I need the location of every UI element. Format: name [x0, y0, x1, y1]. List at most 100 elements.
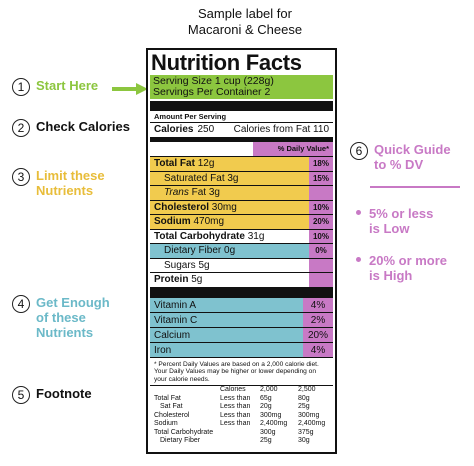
nutrient-row-trans-fat: Trans Fat 3g: [150, 185, 333, 200]
annotation-line: Nutrients: [36, 325, 94, 340]
nutrient-name: Protein: [154, 274, 189, 285]
step-number: 4: [12, 295, 30, 313]
bullet-line: 5% or less: [369, 206, 434, 221]
nutrition-facts-label: Nutrition Facts Serving Size 1 cup (228g…: [146, 48, 337, 454]
nutrient-dv: 10%: [309, 229, 333, 243]
annotation-quick-guide: 6 Quick Guide to % DV: [350, 142, 451, 172]
caption-line-2: Macaroni & Cheese: [187, 22, 303, 37]
table-cell: 2,400mg: [260, 420, 288, 427]
amount-per-serving: Amount Per Serving: [150, 111, 333, 123]
vitamin-dv: 20%: [303, 327, 333, 342]
annotation-line: to % DV: [374, 157, 424, 172]
table-row: Sodium Less than 2,400mg 2,400mg: [154, 420, 329, 429]
annotation-text: Get Enough of these Nutrients: [36, 295, 110, 340]
serving-size: Serving Size 1 cup (228g): [153, 75, 274, 87]
arrow-right-icon: [112, 83, 148, 95]
nutrient-dv: 20%: [309, 215, 333, 229]
table-row: Cholesterol Less than 300mg 300mg: [154, 412, 329, 421]
nutrient-dv: 15%: [309, 171, 333, 185]
table-row: Total Carbohydrate 300g 375g: [154, 429, 329, 438]
nutrient-name: Sugars: [164, 259, 196, 271]
caption-line-1: Sample label for: [198, 6, 292, 21]
table-cell: 300mg: [260, 411, 282, 419]
daily-values-table: Calories 2,000 2,500 Total Fat Less than…: [150, 385, 333, 446]
nutrient-name: Sodium: [154, 216, 191, 227]
table-cell: 80g: [298, 394, 310, 402]
bullet-dot-icon: [356, 210, 361, 216]
table-cell: Total Carbohydrate: [154, 428, 214, 436]
step-number: 3: [12, 168, 30, 186]
table-cell: 25g: [260, 437, 272, 444]
step-number: 6: [350, 142, 368, 160]
label-title: Nutrition Facts: [151, 50, 302, 75]
table-cell: 30g: [298, 437, 310, 444]
calories-label: Calories: [154, 124, 194, 135]
guide-bullet-low: 5% or less is Low: [356, 206, 433, 236]
bullet-dot-icon: [356, 257, 361, 263]
table-row: Sat Fat Less than 20g 25g: [154, 403, 329, 412]
table-cell: Less than: [220, 411, 251, 419]
vitamin-dv: 2%: [303, 312, 333, 327]
annotation-text: Quick Guide to % DV: [374, 142, 451, 172]
table-cell: 2,000: [260, 386, 278, 393]
guide-divider: [370, 186, 460, 188]
table-cell: 65g: [260, 394, 272, 402]
table-cell: Sodium: [154, 420, 178, 427]
annotation-line: Quick Guide: [374, 142, 451, 157]
nutrient-dv: 10%: [309, 200, 333, 214]
bullet-line: is High: [369, 268, 413, 283]
table-cell: Calories: [220, 386, 246, 393]
vitamin-row-c: Vitamin C 2%: [150, 311, 333, 327]
guide-bullet-high: 20% or more is High: [356, 253, 447, 283]
annotation-line: Nutrients: [36, 183, 94, 198]
nutrient-row-sugars: Sugars 5g: [150, 257, 333, 272]
table-cell: Sat Fat: [160, 403, 183, 410]
daily-value-heading: % Daily Value*: [253, 142, 333, 156]
calories-value: 250: [197, 124, 215, 135]
nutrient-amount: 12g: [197, 158, 215, 169]
vitamin-row-a: Vitamin A 4%: [150, 296, 333, 312]
calories-row: Calories 250 Calories from Fat 110: [150, 123, 333, 137]
table-cell: Total Fat: [154, 394, 181, 402]
label-caption: Sample label for Macaroni & Cheese: [150, 6, 340, 38]
medium-divider: [150, 137, 333, 142]
annotation-limit-nutrients: 3 Limit these Nutrients: [12, 168, 105, 198]
daily-value-header: % Daily Value*: [150, 142, 333, 156]
nutrient-row-total-carbohydrate: Total Carbohydrate 31g 10%: [150, 228, 333, 243]
vitamin-name: Vitamin C: [154, 314, 198, 326]
nutrient-amount: Fat 3g: [191, 187, 220, 198]
nutrient-name: Trans: [164, 187, 189, 198]
annotation-line: of these: [36, 310, 86, 325]
vitamin-name: Iron: [154, 344, 172, 356]
table-cell: Dietary Fiber: [160, 437, 201, 444]
annotation-text: Check Calories: [36, 119, 130, 134]
nutrient-row-protein: Protein 5g: [150, 272, 333, 287]
table-row: Dietary Fiber 25g 30g: [154, 437, 329, 446]
nutrient-name: Total Carbohydrate: [154, 230, 245, 242]
vitamin-row-calcium: Calcium 20%: [150, 326, 333, 342]
bullet-line: 20% or more: [369, 253, 448, 268]
nutrient-row-dietary-fiber: Dietary Fiber 0g 0%: [150, 243, 333, 258]
nutrient-name: Saturated Fat: [164, 172, 225, 184]
nutrient-name: Total Fat: [154, 158, 195, 169]
annotation-text: Start Here: [36, 78, 99, 93]
annotation-text: Limit these Nutrients: [36, 168, 105, 198]
table-cell: Less than: [220, 420, 251, 427]
servings-per-container: Servings Per Container 2: [153, 86, 271, 98]
table-cell: 2,400mg: [298, 420, 326, 427]
table-cell: 2,500: [298, 386, 316, 393]
nutrient-amount: 31g: [247, 230, 265, 242]
vitamin-name: Vitamin A: [154, 299, 197, 311]
thick-divider: [150, 286, 333, 297]
annotation-text: Footnote: [36, 386, 92, 401]
table-cell: 375g: [298, 428, 314, 436]
vitamin-row-iron: Iron 4%: [150, 341, 333, 357]
step-number: 2: [12, 119, 30, 137]
table-cell: Cholesterol: [154, 411, 190, 419]
nutrient-name: Dietary Fiber: [164, 245, 222, 256]
nutrient-dv: 0%: [309, 244, 333, 258]
table-cell: 25g: [298, 403, 310, 410]
nutrient-row-saturated-fat: Saturated Fat 3g 15%: [150, 170, 333, 185]
nutrient-row-total-fat: Total Fat 12g 18%: [150, 156, 333, 171]
table-cell: [154, 386, 220, 395]
